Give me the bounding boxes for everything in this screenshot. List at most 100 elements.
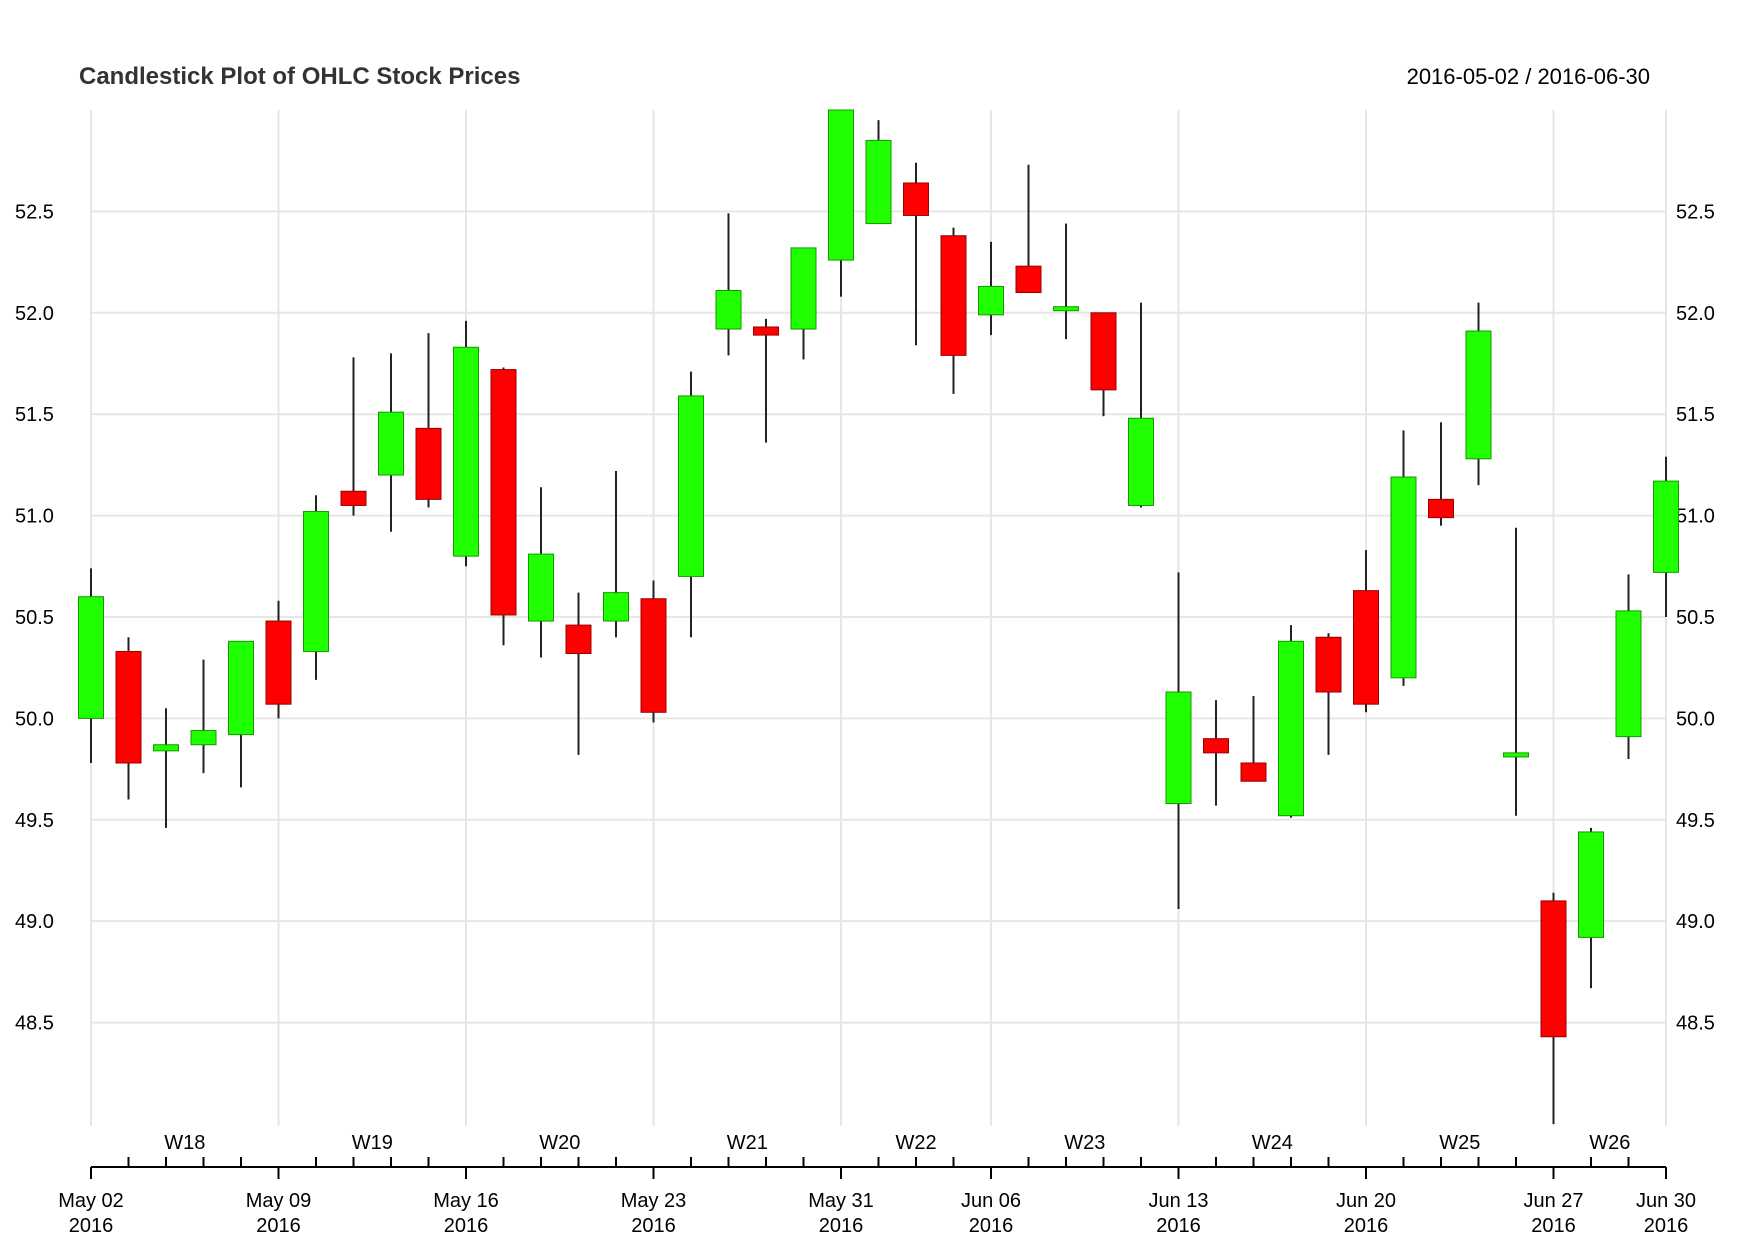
y-tick-label-right: 48.5 [1676,1013,1715,1035]
candle-body [1653,480,1679,573]
candle [153,708,179,828]
candle [1278,625,1304,818]
candle-body [378,411,404,476]
x-tick-label-year: 2016 [69,1215,114,1237]
candle [828,109,854,297]
x-tick-label-date: May 16 [433,1190,499,1212]
candle [1053,223,1079,340]
candle [865,120,892,225]
y-tick-label-left: 48.5 [15,1013,54,1035]
candle-body [790,247,817,330]
candle [1165,572,1192,910]
candle [1203,700,1229,806]
x-tick-label-year: 2016 [256,1215,301,1237]
y-tick-label-right: 50.0 [1676,708,1715,730]
candle-body [228,640,254,736]
week-label: W21 [727,1132,768,1154]
x-tick-label-year: 2016 [1531,1215,1576,1237]
y-tick-label-left: 51.5 [15,404,54,426]
x-tick-label-year: 2016 [631,1215,676,1237]
y-axis-right: 48.5 49.0 49.5 50.0 50.5 51.0 51.5 52.0 52.5 [1676,201,1715,1034]
candle [940,227,967,394]
candle-body [715,289,742,330]
candle-body [303,511,329,652]
candle [1240,696,1267,782]
candle-body [1015,265,1042,294]
candle-body [153,744,179,752]
candle [115,637,142,800]
candle-body [340,490,367,506]
candle [1390,430,1417,686]
candle [715,213,742,356]
week-label: W23 [1064,1132,1105,1154]
candle-body [1203,738,1229,754]
candle-body [1428,498,1454,519]
x-tick-label-date: Jun 27 [1523,1190,1583,1212]
candle-body [753,326,779,336]
candle-body [1278,640,1304,817]
candle-body [678,395,704,577]
y-tick-label-left: 52.5 [15,201,54,223]
candle-body [978,285,1004,316]
y-tick-label-right: 50.5 [1676,607,1715,629]
candle [1315,633,1342,755]
candle [753,318,779,443]
candle-body [490,369,517,616]
week-label: W20 [539,1132,580,1154]
candle [490,367,517,646]
candle-body [190,730,217,746]
x-tick-label-date: Jun 13 [1148,1190,1208,1212]
candle-body [78,596,104,719]
candle-body [565,624,592,654]
week-label: W22 [895,1132,936,1154]
week-label: W26 [1589,1132,1630,1154]
candle-body [1053,306,1079,312]
candle [1578,827,1604,989]
week-label: W24 [1252,1132,1293,1154]
y-tick-label-right: 49.5 [1676,810,1715,832]
candle-body [1090,312,1117,391]
week-label: W19 [352,1132,393,1154]
y-axis-left: 48.5 49.0 49.5 50.0 50.5 51.0 51.5 52.0 52.5 [15,201,54,1034]
candle-body [640,598,667,713]
candle [678,371,704,638]
candle [303,495,329,680]
candle-body [1165,691,1192,805]
y-tick-label-right: 52.5 [1676,201,1715,223]
candle-body [1390,476,1417,679]
candle [78,568,104,763]
candle [1353,550,1379,713]
candle [190,659,217,774]
week-label: W25 [1439,1132,1480,1154]
candle [565,592,592,755]
candle [528,487,554,658]
x-tick-label-year: 2016 [969,1215,1014,1237]
candle [1428,422,1454,526]
y-tick-label-left: 51.0 [15,506,54,528]
date-range: 2016-05-02 / 2016-06-30 [1407,64,1650,89]
candle-body [1615,610,1642,738]
candle-body [1128,417,1154,506]
x-tick-label-date: Jun 30 [1636,1190,1696,1212]
candle [1465,302,1492,486]
candle-body [865,139,892,225]
x-tick-label-year: 2016 [444,1215,489,1237]
candle [1128,302,1154,508]
x-tick-label-date: Jun 06 [961,1190,1021,1212]
chart-title: Candlestick Plot of OHLC Stock Prices [79,63,520,90]
candle [978,241,1004,336]
candle [1540,892,1567,1124]
candle-body [453,346,479,557]
candle-body [115,650,142,764]
y-tick-label-right: 52.0 [1676,303,1715,325]
x-axis: May 02 2016 May 09 2016 May 16 2016 May 23 2016… [58,1132,1696,1237]
candle [340,357,367,516]
candle-body [1465,330,1492,460]
x-tick-label-date: May 09 [246,1190,312,1212]
y-tick-label-right: 51.5 [1676,404,1715,426]
week-label: W18 [164,1132,205,1154]
y-tick-label-left: 49.0 [15,911,54,933]
candle [790,247,817,360]
candle-body [1503,752,1529,758]
